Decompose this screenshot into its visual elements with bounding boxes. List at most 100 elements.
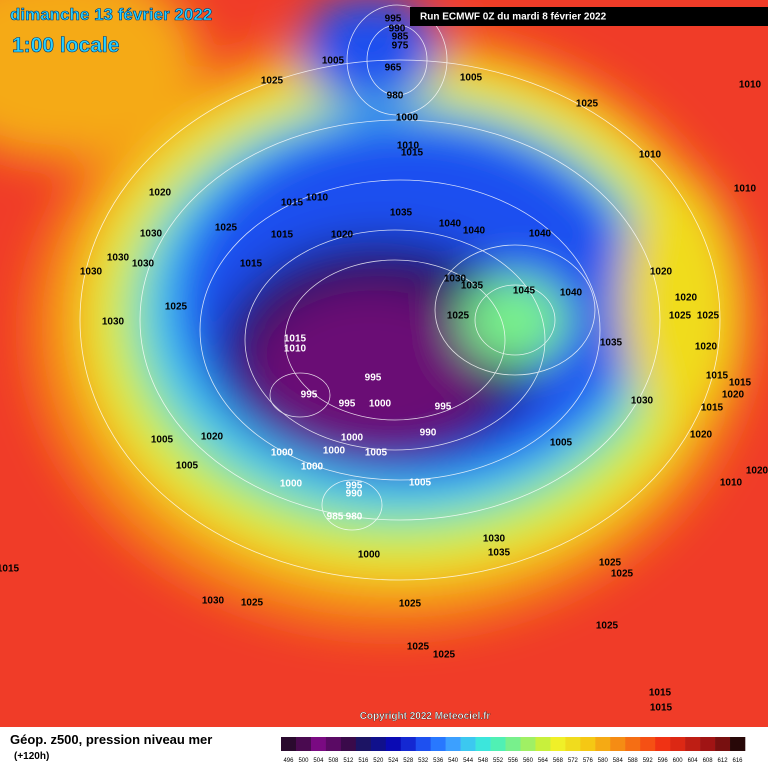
isobar-label: 995 [385, 14, 402, 25]
isobar-label: 1015 [240, 259, 263, 270]
isobar-label: 1010 [734, 184, 757, 195]
legend-swatch [580, 737, 596, 751]
isobar-label: 1000 [271, 448, 294, 459]
isobar-label: 1015 [284, 334, 307, 345]
legend-value: 588 [628, 758, 639, 764]
legend-value: 560 [523, 758, 534, 764]
legend-value: 584 [613, 758, 624, 764]
legend-swatch [281, 737, 297, 751]
isobar-label: 1010 [739, 80, 762, 91]
legend-value: 576 [583, 758, 594, 764]
legend-value: 600 [673, 758, 684, 764]
legend-value: 508 [328, 758, 339, 764]
isobar-label: 980 [387, 91, 404, 102]
legend-value: 596 [658, 758, 669, 764]
isobar-label: 1010 [639, 150, 662, 161]
legend-value: 520 [373, 758, 384, 764]
legend-value: 608 [703, 758, 714, 764]
isobar-label: 1040 [439, 219, 462, 230]
isobar-label: 1025 [447, 311, 470, 322]
legend-value: 612 [718, 758, 729, 764]
isobar-label: 1000 [358, 550, 381, 561]
isobar-label: 1015 [650, 703, 673, 714]
isobar-label: 1000 [301, 462, 324, 473]
isobar-label: 1015 [729, 378, 752, 389]
legend-swatch [715, 737, 731, 751]
isobar-label: 1005 [409, 478, 432, 489]
legend-swatch [685, 737, 701, 751]
isobar-label: 1025 [596, 621, 619, 632]
legend-value: 552 [493, 758, 504, 764]
legend-swatch [490, 737, 506, 751]
isobar-label: 1015 [706, 371, 729, 382]
legend-swatch [595, 737, 611, 751]
legend-value: 616 [733, 758, 744, 764]
legend-value: 548 [478, 758, 489, 764]
isobar-label: 1010 [397, 141, 420, 152]
isobar-label: 1025 [611, 569, 634, 580]
legend-value: 504 [313, 758, 324, 764]
isobar-label: 1005 [322, 56, 345, 67]
isobar-label: 1035 [461, 281, 484, 292]
isobar-label: 1005 [176, 461, 199, 472]
isobar-label: 1030 [80, 267, 103, 278]
isobar-label: 1030 [444, 274, 467, 285]
isobar-label: 1010 [720, 478, 743, 489]
legend-value: 516 [358, 758, 369, 764]
isobar-label: 1025 [433, 650, 456, 661]
isobar-label: 975 [392, 41, 409, 52]
date: dimanche 13 février 2022 [10, 5, 212, 24]
isobar-label: 1025 [669, 311, 692, 322]
isobar-label: 1040 [529, 229, 552, 240]
legend-swatch [385, 737, 402, 751]
isobar-label: 1000 [280, 479, 303, 490]
time: 1:00 locale [12, 34, 119, 57]
isobar-label: 1010 [284, 344, 307, 355]
legend-value: 528 [403, 758, 414, 764]
isobar-label: 995 [339, 399, 356, 410]
legend-swatch [355, 737, 372, 751]
isobar-label: 1025 [576, 99, 599, 110]
legend-swatch [610, 737, 626, 751]
isobar-label: 1035 [488, 548, 511, 559]
isobar-label: 1015 [281, 198, 304, 209]
isobar-label: 1000 [341, 433, 364, 444]
legend-swatch [700, 737, 716, 751]
isobar-label: 990 [389, 24, 406, 35]
legend-value: 532 [418, 758, 429, 764]
legend-swatch [325, 737, 342, 751]
legend-value: 496 [283, 758, 294, 764]
legend-value: 536 [433, 758, 444, 764]
isobar-label: 1030 [483, 534, 506, 545]
legend-swatch [415, 737, 431, 751]
isobar-label: 1020 [149, 188, 172, 199]
isobar-label: 1005 [460, 73, 483, 84]
legend-value: 544 [463, 758, 474, 764]
run-box [410, 7, 768, 26]
legend-swatch [670, 737, 686, 751]
isobar-label: 1035 [390, 208, 413, 219]
isobar-label: 1020 [695, 342, 718, 353]
isobar-label: 1020 [722, 390, 745, 401]
isobar-label: 1015 [649, 688, 672, 699]
isobar-label: 1030 [107, 253, 130, 264]
isobar-label: 1015 [701, 403, 724, 414]
isobar-label: 990 [346, 489, 363, 500]
legend-value: 568 [553, 758, 564, 764]
legend-value: 580 [598, 758, 609, 764]
isobar-label: 1005 [550, 438, 573, 449]
isobar-label: 1015 [0, 564, 20, 575]
isobar-label: 990 [420, 428, 437, 439]
legend-value: 564 [538, 758, 549, 764]
legend-value: 604 [688, 758, 699, 764]
legend-swatch [730, 737, 746, 751]
isobar-label: 1015 [401, 148, 424, 159]
isobar-label: 1025 [165, 302, 188, 313]
isobar-label: 995 [365, 373, 382, 384]
legend-value: 500 [298, 758, 309, 764]
isobar-label: 1040 [463, 226, 486, 237]
legend-swatch [475, 737, 491, 751]
